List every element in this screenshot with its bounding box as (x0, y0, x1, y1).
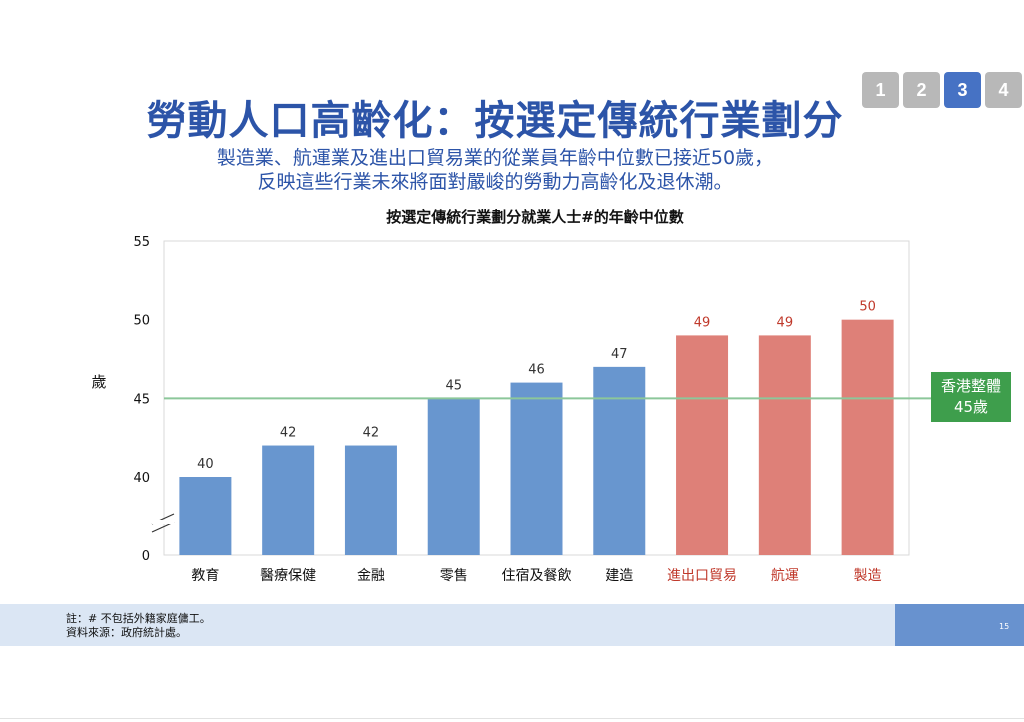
data-label: 45 (445, 378, 462, 393)
footer-band (0, 604, 895, 646)
x-tick-label: 零售 (440, 568, 468, 584)
footnote-source: 資料來源：政府統計處。 (66, 626, 187, 639)
data-label: 42 (363, 426, 380, 441)
data-label: 42 (280, 426, 297, 441)
reference-label-line-1: 香港整體 (940, 377, 1001, 395)
y-tick-label: 45 (133, 392, 150, 407)
reference-line-label: 香港整體 45歲 (931, 372, 1011, 422)
data-label: 40 (197, 457, 214, 472)
subtitle-line-2: 反映這些行業未來將面對嚴峻的勞動力高齡化及退休潮。 (257, 171, 733, 193)
chart-title: 按選定傳統行業劃分就業人士#的年齡中位數 (386, 208, 684, 226)
x-tick-label: 教育 (191, 568, 219, 584)
reference-label-line-2: 45歲 (953, 398, 989, 416)
y-axis-label: 歲 (91, 373, 106, 391)
page-title: 勞動人口高齡化：按選定傳統行業劃分 (146, 98, 844, 144)
data-label: 47 (611, 347, 628, 362)
bar-chart: 歲 0 40 45 50 55 40 教育 42 醫療保健 42 金融 45 零售 46 住宿及餐飲 47 建造… (91, 235, 931, 584)
footnote: 註：# 不包括外籍家庭傭工。 資料來源：政府統計處。 (66, 612, 211, 640)
data-label: 46 (528, 363, 545, 378)
bar (179, 477, 232, 555)
x-tick-label: 金融 (357, 568, 385, 584)
x-tick-label: 製造 (854, 568, 882, 584)
page-tab-2[interactable]: 2 (903, 72, 940, 108)
bar (344, 445, 397, 555)
footer-accent (895, 604, 1024, 646)
data-label: 49 (777, 315, 794, 330)
page-tab-3[interactable]: 3 (944, 72, 981, 108)
bar (593, 366, 646, 555)
footnote-note: 註：# 不包括外籍家庭傭工。 (66, 612, 211, 625)
x-tick-label: 住宿及餐飲 (502, 567, 572, 584)
data-label: 50 (859, 300, 876, 315)
bar (841, 319, 894, 555)
axis-break-gap (152, 520, 174, 524)
page-tab-4[interactable]: 4 (985, 72, 1022, 108)
bottom-rule (0, 718, 1024, 719)
x-tick-label: 進出口貿易 (667, 568, 737, 584)
x-tick-label: 航運 (771, 568, 799, 584)
x-tick-label: 建造 (605, 568, 633, 584)
y-tick-label: 50 (133, 314, 150, 329)
bar (510, 382, 563, 555)
y-tick-label: 0 (142, 549, 150, 564)
bar (427, 398, 480, 555)
subtitle-line-1: 製造業、航運業及進出口貿易業的從業員年齡中位數已接近50歲， (216, 147, 774, 169)
page-number: 15 (999, 622, 1010, 631)
y-tick-label: 55 (133, 235, 150, 250)
y-tick-label: 40 (133, 471, 150, 486)
bar (676, 335, 729, 555)
bar (262, 445, 315, 555)
x-tick-label: 醫療保健 (260, 567, 316, 584)
page-tab-1[interactable]: 1 (862, 72, 899, 108)
bar (758, 335, 811, 555)
page-subtitle: 製造業、航運業及進出口貿易業的從業員年齡中位數已接近50歲， 反映這些行業未來將… (0, 146, 990, 194)
page-navigation: 1 2 3 4 (862, 72, 1022, 108)
data-label: 49 (694, 315, 711, 330)
